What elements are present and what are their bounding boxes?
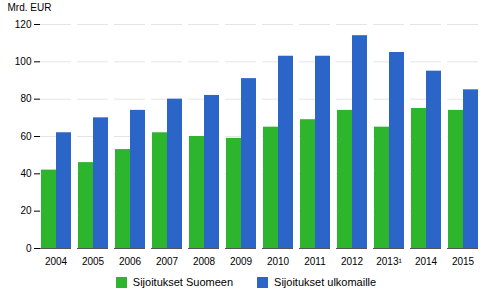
- html-text:Sijoitukset ulkomaille: Sijoitukset ulkomaille: [274, 276, 377, 288]
- svg-text:2007: 2007: [156, 256, 179, 267]
- svg-text:2015: 2015: [452, 256, 475, 267]
- svg-text:0: 0: [26, 243, 32, 254]
- svg-text:80: 80: [20, 93, 32, 104]
- svg-text:2012: 2012: [341, 256, 364, 267]
- svg-text:120: 120: [15, 19, 32, 30]
- svg-text:Mrd. EUR: Mrd. EUR: [8, 2, 52, 13]
- svg-text:2014: 2014: [415, 256, 438, 267]
- svg-text:2004: 2004: [45, 256, 68, 267]
- html-text:Sijoitukset Suomeen: Sijoitukset Suomeen: [132, 276, 234, 288]
- svg-text:20: 20: [20, 205, 32, 216]
- svg-text:100: 100: [15, 56, 32, 67]
- svg-text:2008: 2008: [193, 256, 216, 267]
- svg-text:40: 40: [20, 168, 32, 179]
- svg-text:2009: 2009: [230, 256, 253, 267]
- svg-text:2013¹: 2013¹: [376, 256, 402, 267]
- svg-text:60: 60: [20, 131, 32, 142]
- svg-text:2011: 2011: [304, 256, 326, 267]
- svg-text:2005: 2005: [82, 256, 105, 267]
- svg-text:2010: 2010: [267, 256, 290, 267]
- svg-text:2006: 2006: [119, 256, 142, 267]
